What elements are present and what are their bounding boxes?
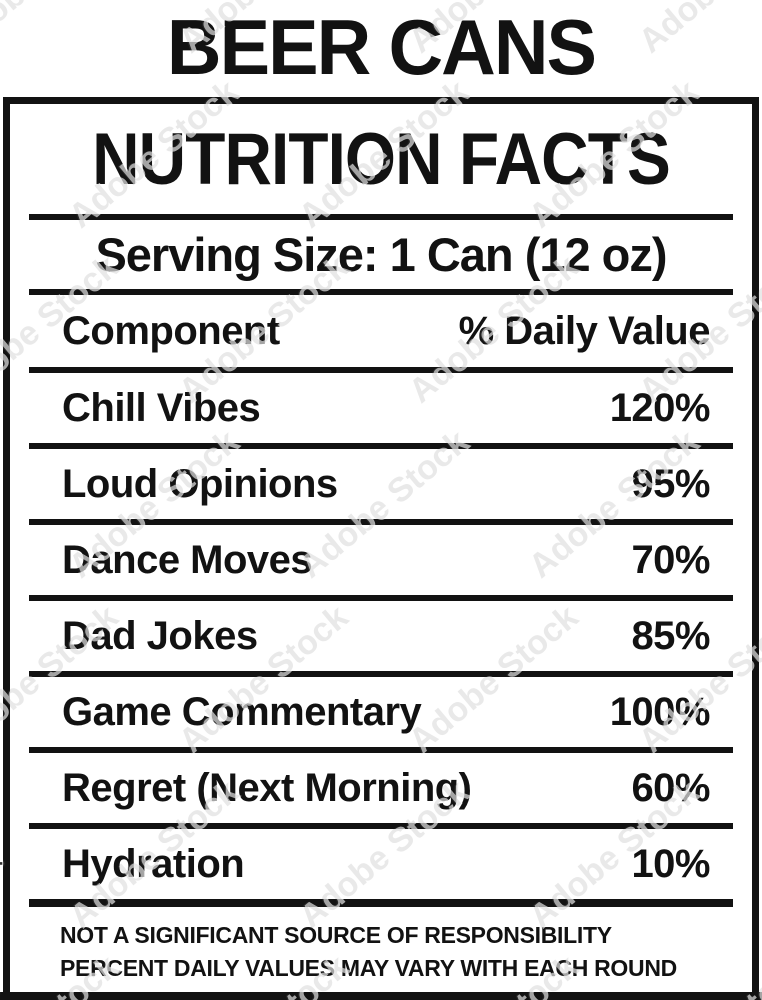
column-header-daily-value: % Daily Value (458, 308, 711, 353)
component-row: Hydration 10% (10, 829, 752, 899)
component-row: Chill Vibes 120% (10, 373, 752, 443)
divider (29, 671, 733, 677)
component-name: Game Commentary (62, 689, 422, 734)
label-footnotes: NOT A SIGNIFICANT SOURCE OF RESPONSIBILI… (10, 907, 752, 993)
component-daily-value: 60% (631, 765, 710, 810)
component-daily-value: 95% (631, 461, 710, 506)
component-daily-value: 100% (609, 689, 711, 734)
poster-title: BEER CANS (166, 2, 597, 91)
column-header-component: Component (62, 308, 280, 353)
divider (29, 443, 733, 449)
divider (29, 519, 733, 525)
component-rows: Chill Vibes 120% Loud Opinions 95% Dance… (10, 367, 752, 899)
component-row: Regret (Next Morning) 60% (10, 753, 752, 823)
component-name: Chill Vibes (62, 385, 261, 430)
component-daily-value: 70% (631, 537, 710, 582)
component-row: Game Commentary 100% (10, 677, 752, 747)
component-name: Regret (Next Morning) (62, 765, 472, 810)
component-row: Loud Opinions 95% (10, 449, 752, 519)
component-daily-value: 85% (631, 613, 710, 658)
component-name: Loud Opinions (62, 461, 338, 506)
footnote-line-1: NOT A SIGNIFICANT SOURCE OF RESPONSIBILI… (60, 922, 612, 948)
divider-thick (29, 899, 733, 907)
component-row: Dance Moves 70% (10, 525, 752, 595)
component-row: Dad Jokes 85% (10, 601, 752, 671)
bottom-border-strip (0, 992, 762, 1000)
footnote-line-2: PERCENT DAILY VALUES MAY VARY WITH EACH … (60, 955, 677, 981)
component-daily-value: 10% (631, 841, 710, 886)
divider (29, 747, 733, 753)
nutrition-label: NUTRITION FACTS Serving Size: 1 Can (12 … (3, 97, 759, 1000)
component-daily-value: 120% (609, 385, 711, 430)
component-name: Dance Moves (62, 537, 313, 582)
component-name: Dad Jokes (62, 613, 258, 658)
column-header-row: Component % Daily Value (10, 295, 752, 367)
label-heading: NUTRITION FACTS (92, 118, 671, 200)
divider (29, 289, 733, 295)
divider (29, 214, 733, 220)
serving-size: Serving Size: 1 Can (12 oz) (95, 228, 667, 281)
divider (29, 823, 733, 829)
component-name: Hydration (62, 841, 245, 886)
divider (29, 367, 733, 373)
divider (29, 595, 733, 601)
